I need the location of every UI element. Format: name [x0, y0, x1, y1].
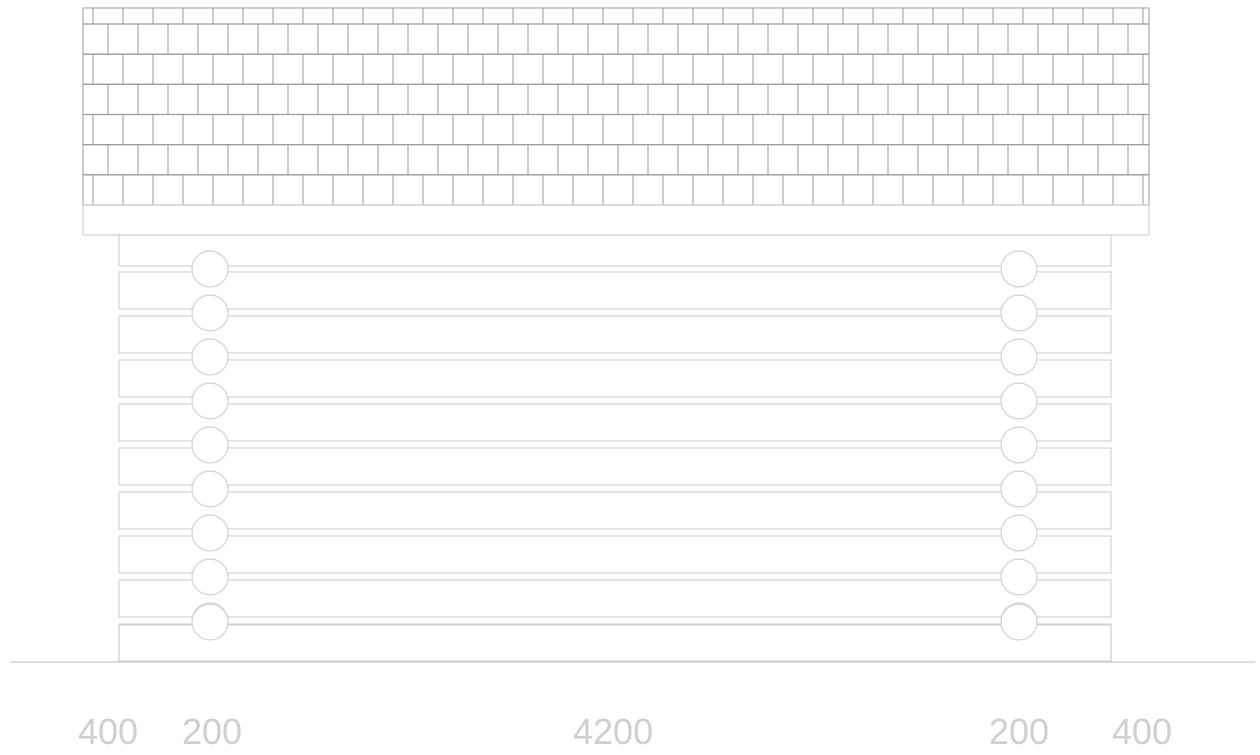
log-end-right — [1000, 470, 1038, 508]
log-end-right — [1000, 294, 1038, 332]
wall-log — [118, 315, 1112, 354]
log-end-left — [191, 603, 229, 641]
wall-log — [118, 403, 1112, 442]
wall-log — [118, 623, 1112, 662]
log-end-left — [191, 426, 229, 464]
log-end-left — [191, 514, 229, 552]
dimension-left-log-end: 200 — [182, 711, 243, 752]
log-wall — [118, 234, 1112, 663]
wall-log — [118, 447, 1112, 486]
fascia-board — [82, 204, 1150, 236]
wall-log — [118, 359, 1112, 398]
dimension-right-overhang: 400 — [1112, 711, 1173, 752]
log-end-right — [1000, 250, 1038, 288]
log-end-right — [1000, 338, 1038, 376]
dimension-wall-length: 4200 — [573, 711, 654, 752]
wall-log — [118, 579, 1112, 618]
log-end-left — [191, 558, 229, 596]
wall-log — [118, 271, 1112, 310]
wall-log — [118, 535, 1112, 574]
log-end-right — [1000, 603, 1038, 641]
dimension-right-log-end: 200 — [989, 711, 1050, 752]
log-end-left — [191, 294, 229, 332]
log-end-left — [191, 382, 229, 420]
shingle-roof — [82, 7, 1150, 206]
wall-log — [118, 491, 1112, 530]
log-end-left — [191, 338, 229, 376]
log-end-right — [1000, 426, 1038, 464]
log-end-right — [1000, 514, 1038, 552]
log-end-right — [1000, 558, 1038, 596]
log-end-left — [191, 250, 229, 288]
log-end-right — [1000, 382, 1038, 420]
top-plate-log — [118, 234, 1112, 267]
log-end-left — [191, 470, 229, 508]
bottom-log — [118, 624, 1112, 663]
dimension-left-overhang: 400 — [78, 711, 139, 752]
